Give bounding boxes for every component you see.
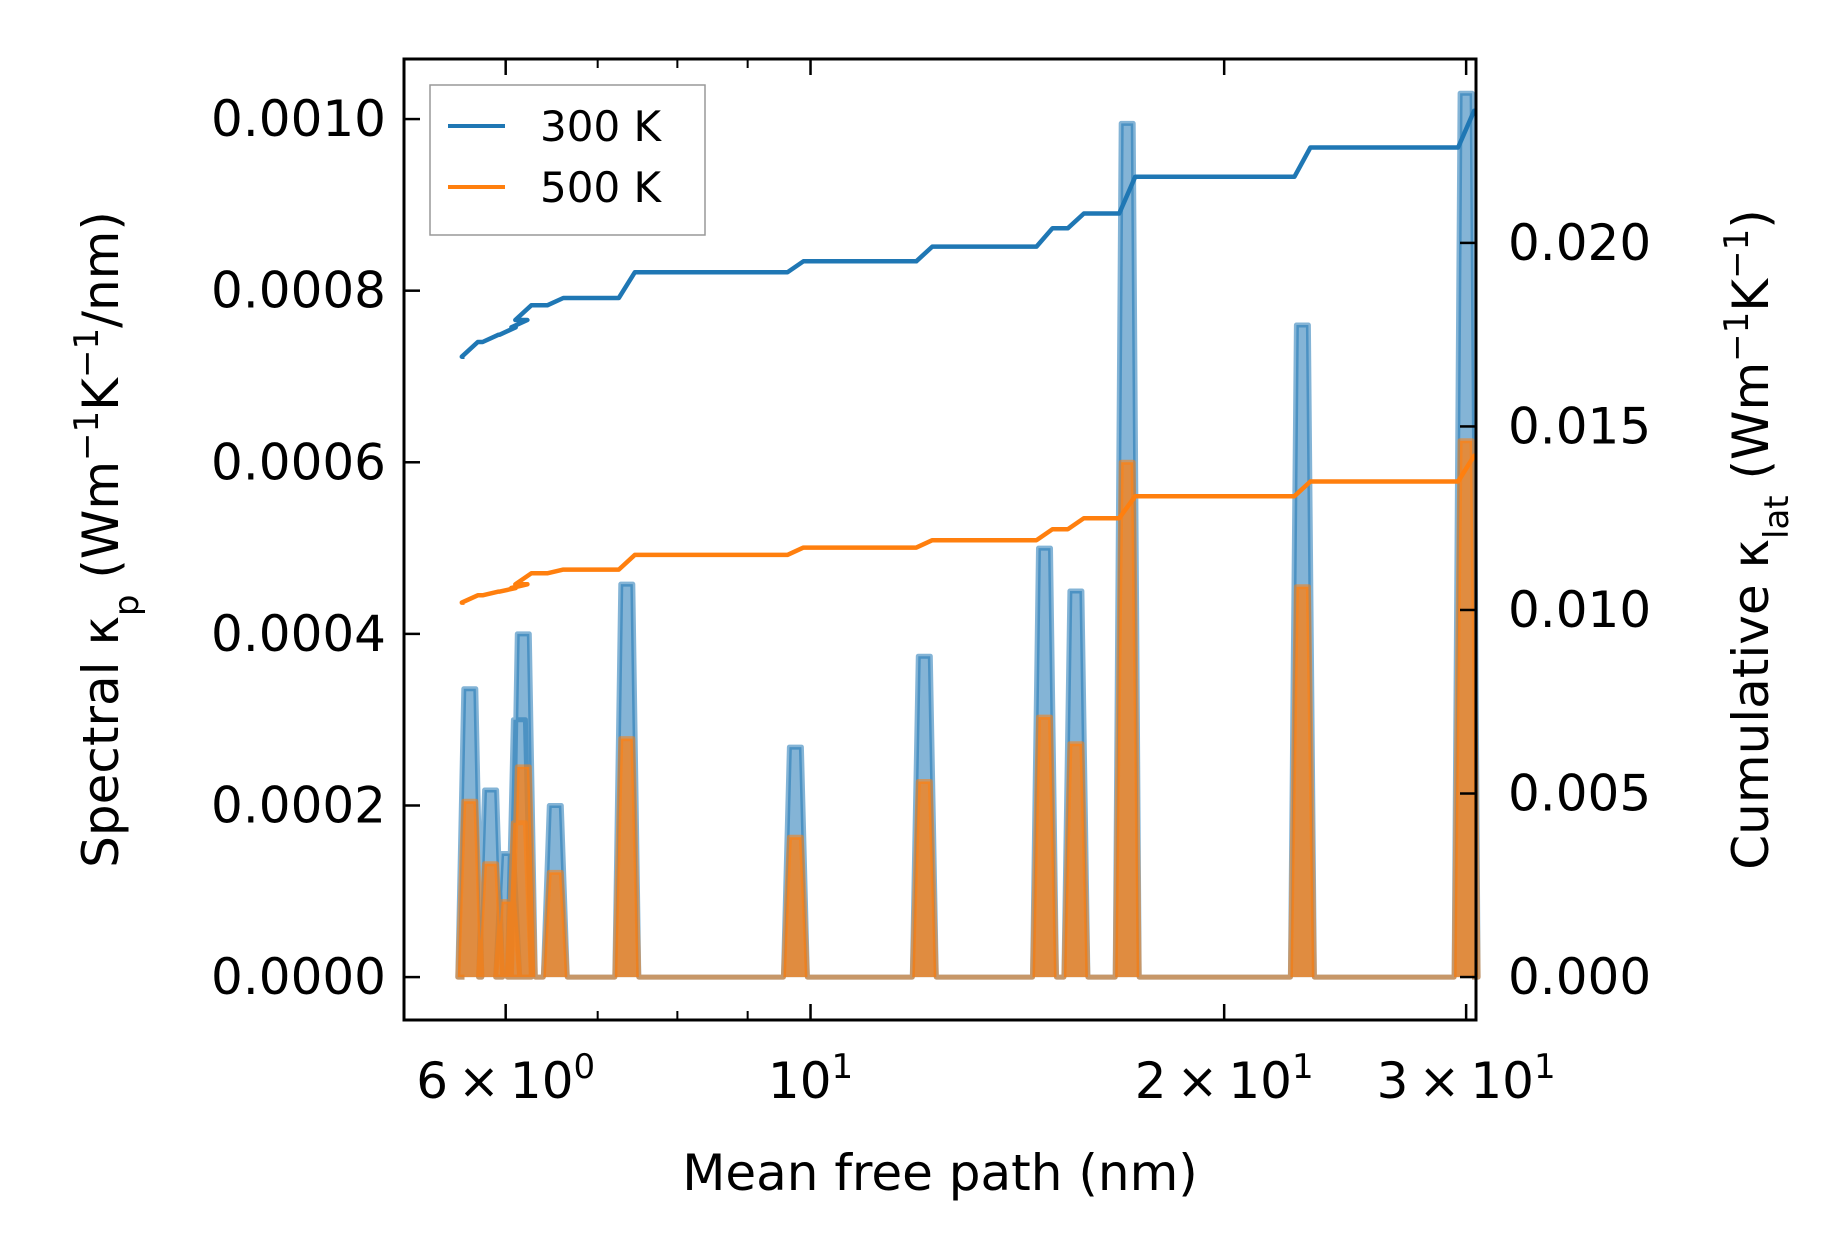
y-left-label-sup1: −1 [67,411,107,461]
y-left-label-unit-open: (Wm [72,461,130,595]
y-left-label-sup2: −1 [67,328,107,378]
y-left-tick-label-0: 0.0000 [211,948,386,1006]
y-right-label-main: Cumulative κ [1722,539,1780,870]
x-tick-label-2: 2 × 101 [1135,1047,1314,1110]
y-left-tick-label-3: 0.0006 [211,433,386,491]
cumulative-line-1 [459,453,1477,605]
y-right-tick-label-0: 0.000 [1508,948,1651,1006]
spectral-area-1 [457,440,1479,978]
legend-box [429,84,706,236]
y-right-tick-label-4: 0.020 [1508,214,1651,272]
plot-frame [402,57,1478,1022]
legend: 300 K 500 K [429,84,706,236]
spectral-line-1 [455,438,1481,980]
y-right-label-sup1: −1 [1717,312,1757,362]
y-right-label-unit-open: (Wm [1722,362,1780,496]
y-left-label-main: Spectral κ [72,616,130,868]
y-left-label-sub: p [107,594,147,616]
y-right-label-unit-close: ) [1722,209,1780,229]
y-left-tick-label-2: 0.0004 [211,605,386,663]
x-tick-label-1: 101 [768,1047,853,1110]
y-right-label-mid: K [1722,278,1780,312]
cumulative-lines-layer [459,108,1477,605]
y-axis-right-label: Cumulative κlat (Wm−1K−1) [1717,209,1797,869]
y-right-tick-label-1: 0.005 [1508,765,1651,823]
y-right-label-sub: lat [1757,495,1797,539]
y-axis-left-label: Spectral κp (Wm−1K−1/nm) [67,211,147,868]
ticks-layer: 6 × 100 101 2 × 101 3 × 101 0.0000 0.0002 0.00… [211,59,1651,1110]
y-right-label-sup2: −1 [1717,229,1757,279]
y-left-tick-label-1: 0.0002 [211,776,386,834]
cumulative-line-0 [459,108,1477,359]
x-axis-label: Mean free path (nm) [682,1144,1198,1202]
spectral-fill-layer [455,90,1481,980]
x-tick-label-0: 6 × 100 [416,1047,595,1110]
y-left-tick-label-5: 0.0010 [211,90,386,148]
x-tick-label-3: 3 × 101 [1377,1047,1556,1110]
spectral-series-1 [455,438,1481,980]
y-left-tick-label-4: 0.0008 [211,262,386,320]
y-right-tick-label-2: 0.010 [1508,581,1651,639]
y-right-tick-label-3: 0.015 [1508,397,1651,455]
y-left-label-unit-close: /nm) [72,211,130,328]
y-left-label-mid: K [72,377,130,411]
legend-label-500k: 500 K [540,163,663,212]
legend-label-300k: 300 K [540,102,663,151]
